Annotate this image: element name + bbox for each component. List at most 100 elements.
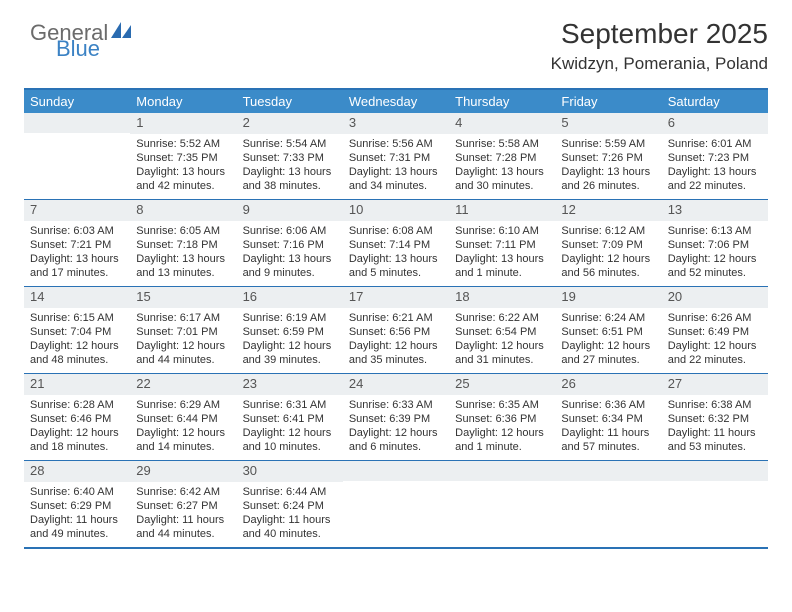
sunset-text: Sunset: 6:44 PM (136, 412, 230, 426)
day-number: 18 (449, 287, 555, 308)
day-body: Sunrise: 6:31 AMSunset: 6:41 PMDaylight:… (237, 395, 343, 459)
daylight-text: Daylight: 12 hours and 27 minutes. (561, 339, 655, 367)
daylight-text: Daylight: 12 hours and 56 minutes. (561, 252, 655, 280)
day-number: 9 (237, 200, 343, 221)
sunset-text: Sunset: 7:31 PM (349, 151, 443, 165)
calendar-day-cell: 4Sunrise: 5:58 AMSunset: 7:28 PMDaylight… (449, 113, 555, 199)
sunrise-text: Sunrise: 6:19 AM (243, 311, 337, 325)
day-number: 10 (343, 200, 449, 221)
day-body (24, 133, 130, 141)
day-body: Sunrise: 5:59 AMSunset: 7:26 PMDaylight:… (555, 134, 661, 198)
calendar-day-cell: 11Sunrise: 6:10 AMSunset: 7:11 PMDayligh… (449, 200, 555, 286)
calendar-day-cell: 27Sunrise: 6:38 AMSunset: 6:32 PMDayligh… (662, 374, 768, 460)
day-number (24, 113, 130, 133)
calendar-day-cell: 1Sunrise: 5:52 AMSunset: 7:35 PMDaylight… (130, 113, 236, 199)
calendar-day-cell: 18Sunrise: 6:22 AMSunset: 6:54 PMDayligh… (449, 287, 555, 373)
daylight-text: Daylight: 11 hours and 53 minutes. (668, 426, 762, 454)
day-body: Sunrise: 6:33 AMSunset: 6:39 PMDaylight:… (343, 395, 449, 459)
day-number: 15 (130, 287, 236, 308)
day-number: 19 (555, 287, 661, 308)
day-body: Sunrise: 6:44 AMSunset: 6:24 PMDaylight:… (237, 482, 343, 546)
day-number: 6 (662, 113, 768, 134)
sunset-text: Sunset: 6:56 PM (349, 325, 443, 339)
day-number: 28 (24, 461, 130, 482)
daylight-text: Daylight: 12 hours and 44 minutes. (136, 339, 230, 367)
day-body: Sunrise: 6:13 AMSunset: 7:06 PMDaylight:… (662, 221, 768, 285)
sunrise-text: Sunrise: 6:36 AM (561, 398, 655, 412)
sunrise-text: Sunrise: 6:17 AM (136, 311, 230, 325)
daylight-text: Daylight: 13 hours and 38 minutes. (243, 165, 337, 193)
daylight-text: Daylight: 12 hours and 18 minutes. (30, 426, 124, 454)
calendar-day-cell: 5Sunrise: 5:59 AMSunset: 7:26 PMDaylight… (555, 113, 661, 199)
sunset-text: Sunset: 6:29 PM (30, 499, 124, 513)
calendar-day-cell: 25Sunrise: 6:35 AMSunset: 6:36 PMDayligh… (449, 374, 555, 460)
daylight-text: Daylight: 11 hours and 44 minutes. (136, 513, 230, 541)
calendar-week: 21Sunrise: 6:28 AMSunset: 6:46 PMDayligh… (24, 373, 768, 460)
daylight-text: Daylight: 12 hours and 6 minutes. (349, 426, 443, 454)
sunrise-text: Sunrise: 6:35 AM (455, 398, 549, 412)
day-number: 1 (130, 113, 236, 134)
day-body: Sunrise: 6:06 AMSunset: 7:16 PMDaylight:… (237, 221, 343, 285)
calendar-day-cell: 24Sunrise: 6:33 AMSunset: 6:39 PMDayligh… (343, 374, 449, 460)
calendar-day-cell: 22Sunrise: 6:29 AMSunset: 6:44 PMDayligh… (130, 374, 236, 460)
day-body: Sunrise: 6:35 AMSunset: 6:36 PMDaylight:… (449, 395, 555, 459)
day-body: Sunrise: 6:08 AMSunset: 7:14 PMDaylight:… (343, 221, 449, 285)
day-body: Sunrise: 6:29 AMSunset: 6:44 PMDaylight:… (130, 395, 236, 459)
daylight-text: Daylight: 13 hours and 22 minutes. (668, 165, 762, 193)
weekday-header-row: Sunday Monday Tuesday Wednesday Thursday… (24, 90, 768, 113)
calendar-day-cell: 2Sunrise: 5:54 AMSunset: 7:33 PMDaylight… (237, 113, 343, 199)
day-body (555, 481, 661, 489)
calendar-day-cell: 6Sunrise: 6:01 AMSunset: 7:23 PMDaylight… (662, 113, 768, 199)
day-body: Sunrise: 6:28 AMSunset: 6:46 PMDaylight:… (24, 395, 130, 459)
day-body: Sunrise: 6:38 AMSunset: 6:32 PMDaylight:… (662, 395, 768, 459)
day-body: Sunrise: 5:56 AMSunset: 7:31 PMDaylight:… (343, 134, 449, 198)
sunset-text: Sunset: 6:39 PM (349, 412, 443, 426)
calendar-day-cell: 20Sunrise: 6:26 AMSunset: 6:49 PMDayligh… (662, 287, 768, 373)
daylight-text: Daylight: 13 hours and 42 minutes. (136, 165, 230, 193)
sunset-text: Sunset: 7:28 PM (455, 151, 549, 165)
sunrise-text: Sunrise: 6:24 AM (561, 311, 655, 325)
day-number (343, 461, 449, 481)
day-body: Sunrise: 6:15 AMSunset: 7:04 PMDaylight:… (24, 308, 130, 372)
sunrise-text: Sunrise: 6:28 AM (30, 398, 124, 412)
calendar-week: 28Sunrise: 6:40 AMSunset: 6:29 PMDayligh… (24, 460, 768, 547)
day-number: 7 (24, 200, 130, 221)
day-number: 25 (449, 374, 555, 395)
day-body: Sunrise: 6:22 AMSunset: 6:54 PMDaylight:… (449, 308, 555, 372)
day-body: Sunrise: 6:05 AMSunset: 7:18 PMDaylight:… (130, 221, 236, 285)
day-number: 2 (237, 113, 343, 134)
calendar-week: 1Sunrise: 5:52 AMSunset: 7:35 PMDaylight… (24, 113, 768, 199)
logo-word2: Blue (56, 39, 133, 59)
sunset-text: Sunset: 6:34 PM (561, 412, 655, 426)
sunset-text: Sunset: 6:32 PM (668, 412, 762, 426)
sunrise-text: Sunrise: 6:21 AM (349, 311, 443, 325)
sunset-text: Sunset: 7:09 PM (561, 238, 655, 252)
calendar-day-cell: 8Sunrise: 6:05 AMSunset: 7:18 PMDaylight… (130, 200, 236, 286)
day-number: 12 (555, 200, 661, 221)
sunrise-text: Sunrise: 6:15 AM (30, 311, 124, 325)
day-body: Sunrise: 6:12 AMSunset: 7:09 PMDaylight:… (555, 221, 661, 285)
calendar-day-cell: 28Sunrise: 6:40 AMSunset: 6:29 PMDayligh… (24, 461, 130, 547)
sunrise-text: Sunrise: 5:56 AM (349, 137, 443, 151)
day-number: 14 (24, 287, 130, 308)
calendar-day-cell: 17Sunrise: 6:21 AMSunset: 6:56 PMDayligh… (343, 287, 449, 373)
sunset-text: Sunset: 7:18 PM (136, 238, 230, 252)
weekday-label: Monday (130, 90, 236, 113)
weekday-label: Thursday (449, 90, 555, 113)
sunset-text: Sunset: 6:49 PM (668, 325, 762, 339)
calendar-day-cell: 15Sunrise: 6:17 AMSunset: 7:01 PMDayligh… (130, 287, 236, 373)
weekday-label: Tuesday (237, 90, 343, 113)
day-number: 17 (343, 287, 449, 308)
sunrise-text: Sunrise: 6:03 AM (30, 224, 124, 238)
daylight-text: Daylight: 13 hours and 34 minutes. (349, 165, 443, 193)
weekday-label: Friday (555, 90, 661, 113)
day-body: Sunrise: 5:58 AMSunset: 7:28 PMDaylight:… (449, 134, 555, 198)
daylight-text: Daylight: 11 hours and 40 minutes. (243, 513, 337, 541)
sunrise-text: Sunrise: 6:29 AM (136, 398, 230, 412)
calendar-week: 14Sunrise: 6:15 AMSunset: 7:04 PMDayligh… (24, 286, 768, 373)
daylight-text: Daylight: 11 hours and 57 minutes. (561, 426, 655, 454)
calendar-day-cell: 21Sunrise: 6:28 AMSunset: 6:46 PMDayligh… (24, 374, 130, 460)
day-number (555, 461, 661, 481)
sunrise-text: Sunrise: 6:44 AM (243, 485, 337, 499)
day-number: 22 (130, 374, 236, 395)
